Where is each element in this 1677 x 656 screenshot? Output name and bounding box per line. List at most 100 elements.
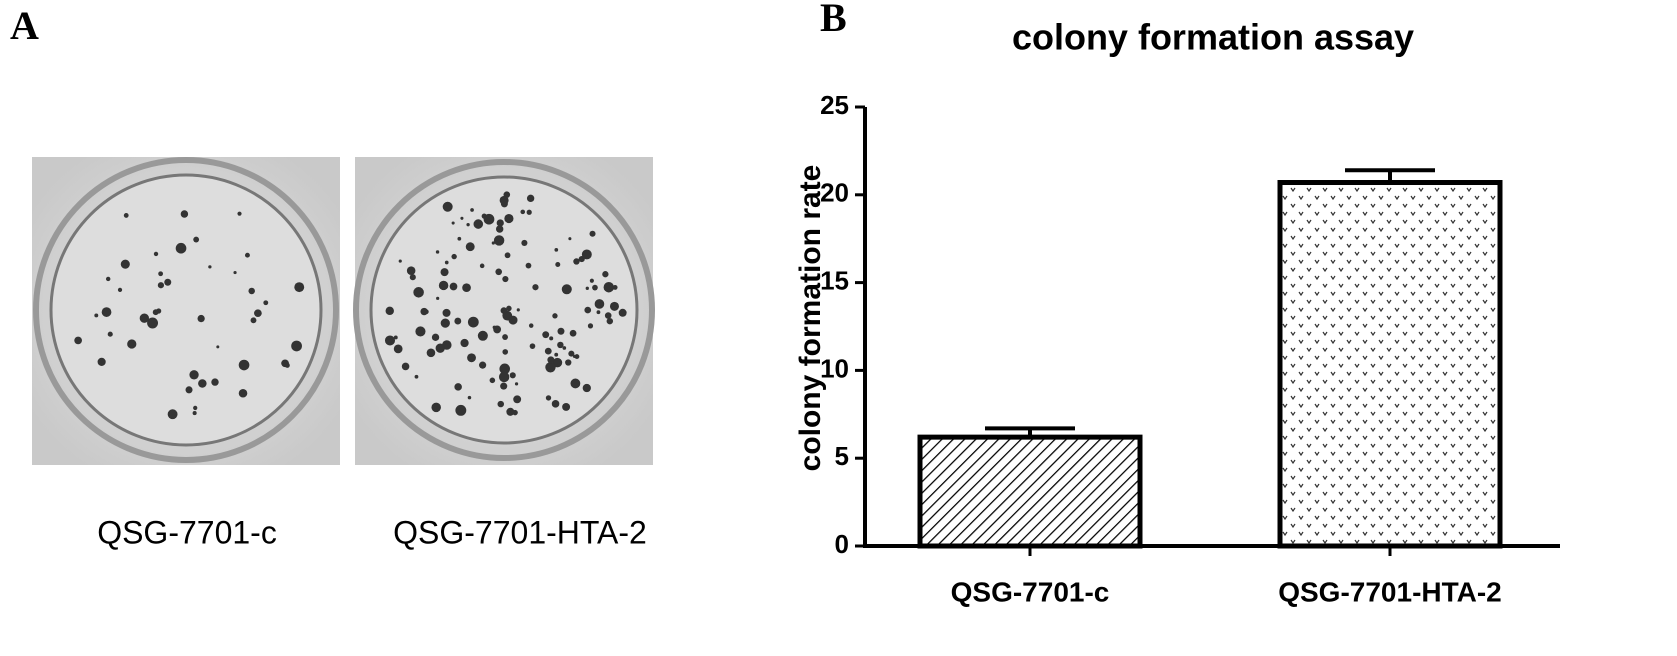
y-tick-label: 15 [820, 265, 849, 295]
colony [238, 388, 248, 398]
colony [589, 278, 594, 283]
colony [604, 312, 612, 319]
colony [466, 223, 470, 227]
photos [32, 157, 655, 465]
colony [585, 286, 589, 290]
colony [164, 278, 172, 286]
colony [189, 370, 199, 380]
colony [557, 341, 564, 349]
colony [467, 395, 472, 400]
colony [415, 326, 426, 337]
colony [442, 308, 451, 317]
colony [250, 317, 257, 324]
colony [479, 361, 487, 369]
colony [602, 271, 609, 278]
colony [544, 347, 552, 355]
colony [435, 343, 445, 353]
colony [479, 263, 485, 269]
colony [470, 208, 474, 212]
colony [502, 334, 508, 340]
colony [473, 219, 484, 229]
colony [545, 362, 556, 373]
colony [193, 236, 200, 243]
colony [237, 211, 242, 216]
colony [180, 210, 189, 218]
colony [451, 253, 457, 260]
colony [526, 209, 532, 215]
colony [167, 409, 178, 420]
colony [609, 301, 619, 311]
colony [500, 307, 508, 314]
colony [263, 300, 269, 306]
colony [462, 283, 471, 293]
colony [431, 402, 441, 413]
colony [520, 209, 526, 215]
colony [409, 274, 416, 281]
colony [491, 241, 495, 245]
colony [120, 259, 130, 269]
colony [555, 262, 561, 268]
colony [185, 386, 193, 394]
y-tick-label: 5 [835, 441, 849, 471]
colony [157, 282, 165, 289]
colony [495, 268, 503, 276]
chart-title: colony formation assay [1012, 17, 1414, 58]
error-bar [1345, 168, 1435, 183]
colony [94, 313, 99, 318]
colony [454, 383, 462, 391]
colony [551, 400, 560, 408]
colony [426, 348, 436, 358]
colony [554, 352, 559, 357]
photo [32, 157, 340, 465]
colony [460, 338, 469, 348]
colony [529, 343, 536, 349]
photo-caption: QSG-7701-HTA-2 [393, 514, 647, 550]
colony [127, 339, 137, 349]
colony [552, 313, 558, 319]
colony [557, 327, 565, 335]
colony [245, 252, 250, 258]
colony [211, 378, 219, 386]
colony [440, 318, 450, 328]
colony [401, 362, 410, 371]
colony [393, 335, 398, 340]
colony [451, 221, 455, 225]
colony [101, 307, 112, 317]
colony [457, 236, 462, 241]
y-tick-label: 0 [835, 529, 849, 559]
colony [147, 317, 159, 329]
colony [572, 354, 577, 359]
colony [603, 282, 615, 293]
colony [592, 284, 598, 291]
colony [584, 306, 592, 314]
bar [1277, 180, 1503, 549]
colony [599, 302, 604, 307]
colony [547, 356, 555, 364]
colony [561, 284, 572, 295]
colony [618, 308, 627, 317]
y-tick-label: 20 [820, 178, 849, 208]
colony [158, 271, 164, 277]
colony [504, 213, 514, 224]
colony [175, 242, 187, 254]
colony [499, 195, 509, 205]
y-tick-label: 25 [820, 90, 849, 120]
colony [153, 251, 159, 257]
colony [506, 305, 512, 312]
colony [197, 314, 205, 323]
colony [431, 333, 440, 341]
colony [496, 219, 504, 227]
colony [568, 350, 575, 357]
colony [532, 284, 539, 291]
colony [495, 225, 504, 233]
colony [413, 287, 424, 298]
colony [198, 379, 207, 388]
colony [582, 383, 591, 393]
colony [117, 287, 123, 293]
panel-label: B [820, 0, 847, 40]
colony [442, 201, 453, 212]
colony [573, 258, 580, 265]
colony [502, 349, 509, 355]
bar [917, 434, 1143, 549]
colony [525, 262, 532, 269]
